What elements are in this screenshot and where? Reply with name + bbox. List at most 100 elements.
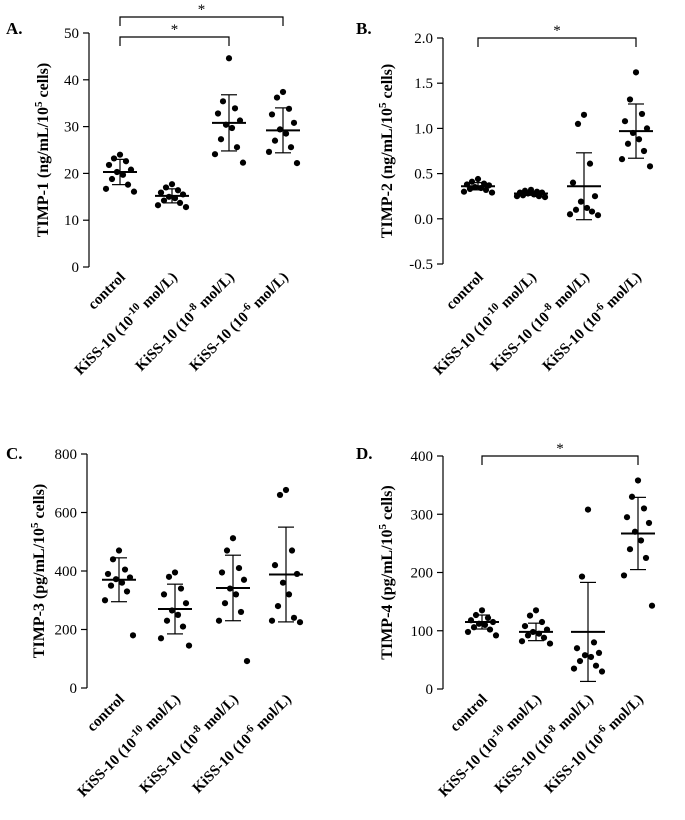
y-tick-label: 1.5 — [414, 76, 433, 92]
group-2 — [566, 111, 602, 221]
data-point — [160, 197, 168, 204]
data-point — [648, 602, 656, 609]
data-point — [488, 189, 496, 196]
data-point — [179, 623, 187, 630]
category-label: KiSS-10 (10-8 mol/L) — [490, 689, 597, 796]
significance-label: * — [171, 22, 179, 38]
data-point — [566, 211, 574, 218]
y-tick-label: 1.0 — [414, 121, 433, 137]
category-label: KiSS-10 (10-6 mol/L) — [185, 267, 292, 374]
category-label: KiSS-10 (10-8 mol/L) — [135, 689, 242, 796]
y-tick-label: 400 — [55, 564, 78, 580]
data-point — [474, 175, 482, 183]
data-point — [105, 161, 113, 169]
data-point — [518, 638, 526, 645]
data-point — [594, 212, 602, 219]
category-label-tail: mol/L) — [193, 270, 238, 315]
data-point — [182, 600, 190, 607]
y-axis-label: TIMP-3 (pg/mL/105 cells) — [29, 484, 48, 658]
data-point — [237, 608, 245, 616]
data-point — [282, 130, 290, 137]
y-axis-label-main: TIMP-1 (ng/mL/10 — [35, 107, 52, 237]
data-point — [576, 657, 584, 665]
data-point — [592, 662, 600, 669]
data-point — [168, 181, 176, 188]
category-label-tail: mol/L) — [139, 692, 184, 737]
data-point — [273, 94, 281, 101]
panel-b: B. -0.5 0.0 0.5 1.0 1.5 2.0 TIMP-2 (ng/mL/105 c… — [356, 19, 654, 378]
data-point — [635, 136, 643, 143]
data-point — [632, 69, 640, 76]
category-label: control — [443, 270, 487, 314]
data-point — [162, 184, 170, 191]
data-point — [102, 185, 110, 192]
y-axis-label-main: TIMP-3 (pg/mL/10 — [31, 528, 48, 658]
data-point — [598, 668, 606, 675]
data-point — [221, 600, 229, 607]
y-tick-label: 0 — [70, 681, 78, 697]
category-label-tail: mol/L) — [197, 692, 242, 737]
data-point — [521, 622, 529, 630]
data-point — [182, 203, 190, 211]
data-point — [586, 160, 594, 167]
category-label-tail: mol/L) — [548, 270, 593, 315]
group-2 — [570, 506, 606, 683]
data-point — [171, 569, 179, 576]
data-point — [484, 614, 492, 622]
panel-letter: D. — [356, 444, 373, 463]
category-label: control — [85, 270, 129, 314]
data-point — [638, 110, 646, 118]
data-point — [583, 204, 591, 212]
data-point — [540, 634, 548, 641]
data-point — [513, 193, 521, 200]
significance-label: * — [553, 23, 561, 39]
category-label-main: KiSS-10 (10 — [187, 309, 252, 374]
data-point — [217, 136, 225, 143]
data-point — [109, 556, 117, 563]
data-point — [538, 618, 546, 626]
data-point — [163, 617, 171, 624]
data-point — [110, 155, 118, 162]
data-point — [634, 477, 642, 484]
data-point — [642, 554, 650, 562]
bracket-line — [481, 455, 639, 465]
data-point — [116, 151, 124, 158]
group-0 — [460, 175, 496, 196]
group-1 — [513, 186, 549, 201]
data-point — [466, 185, 474, 193]
data-point — [225, 55, 233, 62]
data-point — [279, 88, 287, 96]
y-tick-label: 300 — [411, 507, 434, 523]
data-point — [624, 140, 632, 147]
data-point — [223, 547, 231, 554]
data-point — [268, 111, 276, 118]
category-label-main: control — [85, 270, 129, 314]
data-point — [235, 564, 243, 572]
data-point — [584, 506, 592, 513]
category-label: KiSS-10 (10-8 mol/L) — [486, 267, 593, 374]
category-label-main: KiSS-10 (10 — [75, 735, 140, 800]
data-point — [174, 611, 182, 618]
y-axis-label-main: TIMP-4 (pg/mL/10 — [379, 529, 396, 659]
y-axis-label: TIMP-1 (ng/mL/105 cells) — [33, 63, 52, 237]
data-point — [626, 546, 634, 553]
y-axis-label-sup: 5 — [29, 522, 41, 528]
y-tick-label: 50 — [64, 26, 79, 42]
data-point — [285, 105, 293, 112]
y-tick-label: 100 — [411, 624, 434, 640]
data-point — [288, 547, 296, 554]
category-label-tail: mol/L) — [247, 270, 292, 315]
data-point — [588, 208, 596, 215]
y-tick-label: 800 — [55, 447, 78, 463]
category-label-tail: mol/L) — [600, 270, 645, 315]
data-point — [123, 588, 131, 595]
data-point — [290, 614, 298, 621]
data-point — [215, 617, 223, 624]
data-point — [464, 628, 472, 636]
data-point — [279, 579, 287, 586]
group-0 — [464, 607, 500, 639]
data-point — [595, 649, 603, 656]
